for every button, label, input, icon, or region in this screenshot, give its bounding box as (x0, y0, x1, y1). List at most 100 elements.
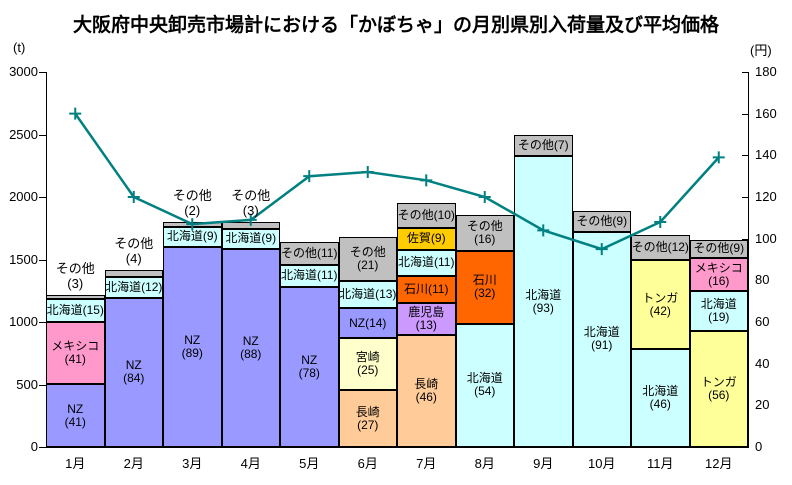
segment-label: (27) (357, 417, 379, 432)
month-label-12月: 12月 (705, 456, 733, 471)
segment-label: NZ (301, 353, 318, 368)
bar-segment-8月-北海道: 北海道 (54) (455, 323, 514, 447)
segment-label: その他(10) (397, 207, 455, 222)
month-label-3月: 3月 (182, 456, 203, 471)
bar-segment-6月-その他: その他 (21) (338, 237, 397, 282)
bar-segment-12月-その他: その他(9) (689, 239, 748, 259)
bar-segment-1月-その他 (46, 294, 105, 300)
bar-segment-3月-その他 (163, 222, 222, 227)
bar-segment-1月-北海道: 北海道(15) (46, 299, 105, 322)
bar-segment-5月-NZ: NZ (78) (280, 287, 339, 447)
segment-label: (3) (67, 275, 84, 291)
y-axis-right-tick-label: 40 (755, 355, 770, 371)
segment-label: トンガ (642, 290, 679, 305)
bar-segment-6月-NZ: NZ(14) (338, 308, 397, 338)
segment-label: (56) (708, 387, 730, 402)
segment-label: (32) (474, 286, 496, 301)
bar-segment-10月-北海道: 北海道 (91) (572, 232, 631, 447)
y-axis-right-tick-label: 100 (755, 230, 777, 246)
bar-segment-12月-メキシコ: メキシコ (16) (689, 258, 748, 292)
bar-segment-7月-その他: その他(10) (397, 203, 456, 228)
segment-label: NZ (184, 332, 201, 347)
y-axis-right-tick (742, 113, 749, 115)
y-axis-left-tick (39, 134, 46, 136)
average-price-marker (69, 107, 82, 120)
segment-label: その他(9) (576, 213, 628, 228)
segment-label: 石川 (472, 273, 497, 288)
segment-label: 佐賀(9) (406, 231, 446, 246)
y-axis-left-tick-label: 1500 (9, 251, 38, 267)
y-axis-right-tick-label: 120 (755, 189, 777, 204)
segment-label: その他(7) (517, 137, 569, 152)
y-axis-right-tick-label: 80 (755, 272, 770, 288)
bar-segment-6月-北海道: 北海道(13) (338, 281, 397, 309)
segment-label: (88) (240, 347, 262, 361)
bar-segment-1月-メキシコ: メキシコ (41) (46, 321, 105, 385)
segment-label: 石川(11) (404, 282, 449, 297)
segment-label: メキシコ (694, 260, 743, 275)
y-axis-right-tick-label: 140 (755, 147, 777, 163)
bar-segment-7月-北海道: 北海道(11) (397, 249, 456, 277)
average-price-marker (127, 191, 140, 203)
segment-label: (84) (123, 371, 145, 386)
month-label-8月: 8月 (474, 456, 495, 471)
y-axis-right-tick (742, 155, 749, 157)
chart-title: 大阪府中央卸売市場計における「かぼちゃ」の月別県別入荷量及び平均価格 (72, 15, 719, 36)
segment-label: 長崎 (355, 404, 380, 419)
segment-label: 北海道 (525, 287, 562, 302)
y-axis-left-tick (39, 197, 46, 198)
bar-segment-12月-北海道: 北海道 (19) (689, 291, 748, 331)
segment-label: その他 (114, 235, 154, 251)
average-price-marker (654, 216, 667, 228)
segment-label: 北海道(11) (281, 268, 338, 283)
y-axis-right-tick-label: 20 (755, 397, 770, 413)
y-axis-left-tick (39, 72, 46, 73)
y-axis-left-tick (39, 447, 46, 448)
y-axis-left-tick-label: 2000 (9, 189, 38, 204)
segment-label: NZ (125, 358, 142, 373)
y-axis-right-tick (742, 197, 749, 198)
bar-segment-2月-北海道: 北海道(12) (104, 276, 163, 298)
bar-segment-12月-トンガ: トンガ (56) (689, 330, 748, 447)
segment-label: 宮崎 (355, 350, 380, 365)
y-axis-left-tick-label: 3000 (9, 64, 38, 79)
bar-segment-11月-その他: その他(12) (631, 234, 690, 260)
bar-segment-7月-石川: 石川(11) (397, 276, 456, 304)
bar-segment-5月-北海道: 北海道(11) (280, 264, 339, 288)
bar-segment-11月-トンガ: トンガ (42) (631, 260, 690, 350)
bar-segment-7月-長崎: 長崎 (46) (397, 334, 456, 447)
segment-label: (46) (649, 397, 671, 412)
average-price-marker (420, 174, 433, 187)
segment-label: その他 (231, 188, 271, 203)
y-axis-right-tick (742, 72, 749, 73)
segment-label: (4) (125, 250, 142, 266)
segment-label: (16) (474, 231, 496, 246)
bar-segment-3月-NZ: NZ (89) (163, 246, 222, 447)
segment-label: (3) (242, 203, 259, 218)
bar-segment-4月-NZ: NZ (88) (221, 249, 280, 447)
y-axis-left (46, 72, 47, 447)
month-label-5月: 5月 (299, 456, 320, 471)
segment-label: 北海道(12) (105, 279, 163, 294)
segment-label: NZ(14) (349, 315, 387, 330)
segment-label: (25) (357, 363, 379, 378)
y-axis-right (748, 72, 749, 447)
bar-segment-9月-その他: その他(7) (514, 134, 573, 157)
bar-segment-1月-NZ: NZ (41) (46, 384, 105, 447)
y-axis-left-tick-label: 500 (16, 376, 38, 392)
average-price-marker (303, 170, 316, 183)
y-axis-right-tick-label: 0 (755, 439, 763, 454)
segment-label: その他(9) (693, 241, 745, 256)
y-axis-right-tick (742, 238, 749, 240)
y-axis-left-tick-label: 0 (30, 439, 38, 454)
y-axis-left-tick-label: 2500 (9, 126, 38, 142)
y-axis-right-tick (742, 447, 749, 448)
outside-segment-label-4月: その他 (3) (210, 188, 293, 218)
segment-label: (89) (181, 345, 203, 360)
bar-segment-2月-NZ: NZ (84) (104, 297, 163, 447)
segment-label: 北海道(13) (339, 287, 397, 302)
average-price-marker (712, 151, 725, 164)
y-axis-right-tick-label: 180 (755, 64, 777, 79)
bar-segment-5月-その他: その他(11) (280, 242, 339, 265)
month-label-10月: 10月 (588, 456, 616, 471)
